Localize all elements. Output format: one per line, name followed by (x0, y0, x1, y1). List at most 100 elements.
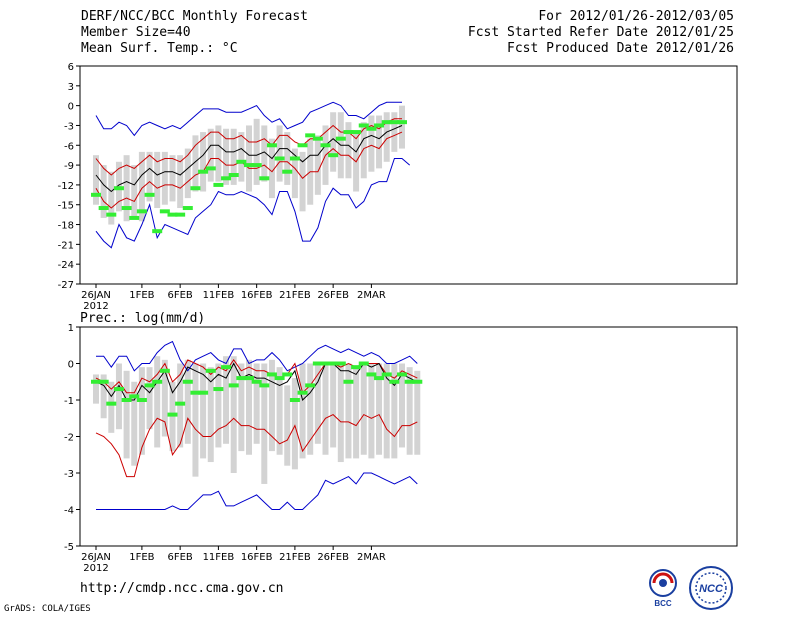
y-tick-label: 6 (68, 62, 74, 73)
observation-mark (106, 401, 117, 406)
ensemble-box (284, 385, 291, 466)
observation-mark (397, 372, 407, 377)
observation-mark (182, 379, 193, 384)
y-tick-label: -9 (64, 161, 74, 172)
start-date: Fcst Started Refer Date 2012/01/25 (467, 25, 734, 40)
x-tick-label: 2MAR (357, 552, 386, 563)
ensemble-box (291, 148, 298, 199)
plot-frame (79, 65, 738, 285)
ensemble-box (93, 374, 99, 404)
observation-mark (121, 398, 132, 402)
observation-mark (412, 379, 423, 384)
observation-mark (358, 361, 369, 366)
observation-mark (397, 120, 407, 125)
observation-mark (144, 383, 155, 388)
observation-mark (113, 387, 124, 392)
source-url[interactable]: http://cmdp.ncc.cma.gov.cn (80, 581, 284, 596)
observation-mark (167, 212, 178, 217)
ensemble-box (253, 363, 260, 444)
ensemble-box (299, 363, 306, 459)
observation-mark (205, 166, 216, 171)
observation-mark (91, 379, 101, 384)
ensemble-box (192, 135, 199, 192)
ensemble-box (391, 363, 398, 459)
ensemble-box (238, 132, 245, 182)
x-tick-label: 2MAR (357, 290, 386, 301)
ensemble-box (360, 122, 367, 179)
ensemble-box (345, 122, 352, 179)
ensemble-box (284, 132, 291, 185)
ensemble-box (154, 356, 161, 448)
ensemble-box (353, 367, 360, 459)
y-tick-label: -15 (58, 201, 74, 212)
ensemble-box (131, 165, 138, 218)
ensemble-box (108, 171, 115, 225)
ensemble-box (314, 135, 321, 195)
ensemble-box (131, 381, 138, 466)
observation-mark (221, 365, 232, 370)
observation-mark (259, 383, 270, 388)
observation-mark (282, 372, 293, 377)
observation-mark (305, 383, 316, 388)
ensemble-box (330, 112, 337, 172)
observation-mark (358, 123, 369, 128)
x-tick-label: 26JAN (81, 290, 111, 301)
ensemble-box (246, 125, 252, 192)
observation-mark (312, 136, 323, 141)
ensemble-box (184, 148, 191, 199)
y-tick-label: -12 (58, 181, 74, 192)
ensemble-box (223, 128, 230, 185)
observation-mark (144, 192, 155, 197)
observation-mark (251, 163, 262, 168)
observation-mark (198, 169, 209, 174)
y-tick-label: -6 (64, 141, 74, 152)
ensemble-box (115, 363, 122, 430)
panel-title: Prec.: log(mm/d) (80, 311, 205, 326)
observation-mark (297, 390, 308, 395)
ensemble-min-line (95, 158, 411, 249)
observation-mark (98, 206, 109, 211)
observation-mark (297, 143, 308, 148)
ensemble-min-line (96, 472, 418, 510)
observation-mark (236, 159, 247, 164)
ensemble-box (123, 155, 130, 222)
ensemble-box (207, 367, 214, 463)
x-tick-label: 21FEB (279, 290, 311, 301)
ensemble-box (399, 363, 405, 448)
observation-mark (404, 379, 415, 384)
forecast-period: For 2012/01/26-2012/03/05 (538, 9, 734, 24)
observation-mark (328, 153, 339, 158)
observation-mark (266, 372, 277, 377)
ensemble-box (360, 363, 367, 455)
ensemble-box (307, 363, 314, 455)
ensemble-box (169, 155, 176, 202)
ensemble-box (330, 363, 337, 448)
observation-mark (320, 361, 331, 366)
ensemble-box (337, 363, 344, 463)
y-tick-label: -24 (58, 260, 74, 271)
observation-mark (228, 383, 239, 388)
observation-mark (335, 136, 346, 141)
x-tick-label: 6FEB (168, 552, 193, 563)
y-tick-label: -1 (64, 396, 74, 407)
observation-mark (175, 401, 186, 406)
observation-mark (259, 176, 270, 181)
y-tick-label: 0 (68, 360, 74, 371)
ensemble-box (230, 128, 237, 185)
ensemble-box (345, 363, 352, 459)
observation-mark (335, 361, 346, 366)
ncc-logo: NCC (689, 566, 733, 610)
ensemble-box (399, 105, 405, 149)
ensemble-box (261, 363, 268, 484)
y-tick-label: -18 (58, 221, 74, 232)
observation-mark (91, 192, 101, 197)
ensemble-box (100, 165, 107, 218)
ensemble-box (368, 363, 375, 459)
ensemble-box (200, 132, 207, 192)
observation-mark (167, 412, 178, 417)
ensemble-box (406, 367, 413, 455)
bcc-logo-text: BCC (654, 599, 672, 607)
x-tick-label: 1FEB (129, 552, 154, 563)
observation-mark (244, 163, 254, 168)
